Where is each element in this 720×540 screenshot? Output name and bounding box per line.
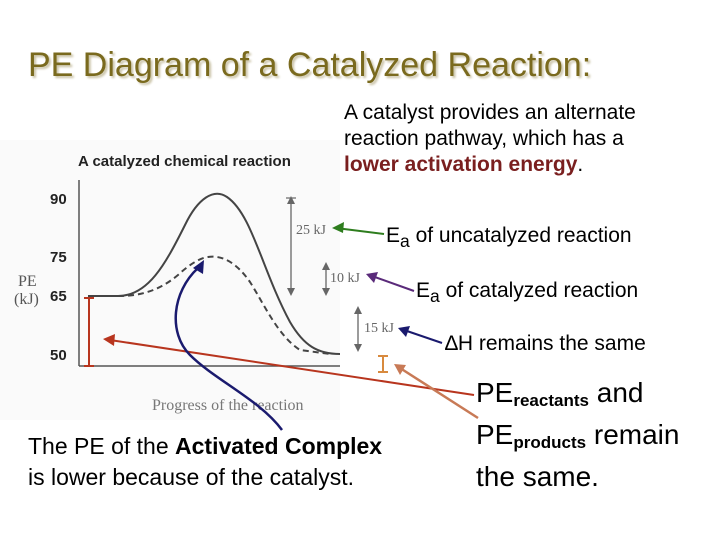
pe-line-2: PEproducts remain bbox=[476, 418, 679, 460]
activated-complex-note: The PE of the Activated Complex is lower… bbox=[28, 431, 382, 493]
dh-rest: H remains the same bbox=[457, 332, 646, 355]
delta-symbol: ∆ bbox=[445, 332, 458, 355]
arrow-products-head bbox=[394, 364, 406, 375]
arrow-dh bbox=[403, 329, 443, 344]
arrow-activated-complex-head bbox=[193, 260, 204, 274]
ea-uncat-e: E bbox=[386, 224, 401, 247]
gap-cat-arrow-top bbox=[322, 262, 330, 270]
ac-line-1: The PE of the Activated Complex bbox=[28, 431, 382, 462]
pe-line-1: PEreactants and bbox=[476, 376, 679, 418]
ea-uncatalyzed-label: Ea of uncatalyzed reaction bbox=[386, 224, 632, 252]
gap-uncat-arrow-bottom bbox=[287, 288, 295, 296]
ac-line-1-bold: Activated Complex bbox=[175, 433, 383, 459]
intro-line-3: lower activation energy. bbox=[344, 152, 636, 178]
intro-end: . bbox=[577, 153, 584, 176]
gap-cat-label: 10 kJ bbox=[330, 271, 361, 286]
y-tick-90: 90 bbox=[50, 191, 67, 208]
x-axis-label: Progress of the reaction bbox=[152, 397, 304, 414]
ea-catalyzed-label: Ea of catalyzed reaction bbox=[416, 279, 638, 307]
pe-reactants-sub: reactants bbox=[513, 391, 589, 410]
y-tick-75: 75 bbox=[50, 249, 67, 266]
arrow-ea-cat-head bbox=[366, 272, 378, 283]
uncatalyzed-curve bbox=[88, 192, 341, 355]
ea-cat-e: E bbox=[416, 279, 431, 302]
ea-cat-sub: a bbox=[430, 286, 440, 307]
page-title: PE Diagram of a Catalyzed Reaction: bbox=[28, 46, 592, 84]
y-axis-label-1: PE bbox=[18, 273, 37, 290]
pe-line-1-post: and bbox=[588, 377, 644, 408]
ea-uncat-rest: of uncatalyzed reaction bbox=[409, 224, 632, 247]
pe-products-pe: PE bbox=[476, 419, 514, 450]
gap-dh-arrow-bottom bbox=[354, 344, 362, 352]
arrow-dh-head bbox=[398, 326, 410, 337]
y-tick-50: 50 bbox=[50, 347, 67, 364]
y-tick-65: 65 bbox=[50, 288, 67, 305]
ac-line-2: is lower because of the catalyst. bbox=[28, 464, 354, 490]
catalyzed-curve bbox=[117, 255, 331, 355]
gap-uncat-label: 25 kJ bbox=[296, 223, 327, 238]
intro-highlight: lower activation energy bbox=[344, 153, 578, 176]
chart-heading: A catalyzed chemical reaction bbox=[78, 153, 291, 170]
intro-text: A catalyst provides an alternate reactio… bbox=[344, 100, 636, 178]
arrow-activated-complex bbox=[174, 267, 284, 431]
intro-line-2: reaction pathway, which has a bbox=[344, 127, 624, 150]
arrow-ea-uncat bbox=[335, 227, 385, 235]
pe-products-sub: products bbox=[513, 433, 587, 452]
pe-reactants-pe: PE bbox=[476, 377, 514, 408]
gap-dh-arrow-top bbox=[354, 306, 362, 314]
gap-cat-arrow-bottom bbox=[322, 288, 330, 296]
dh-label: ∆H remains the same bbox=[445, 332, 646, 356]
arrow-reactants bbox=[109, 339, 475, 396]
ea-uncat-sub: a bbox=[400, 231, 410, 252]
pe-same-note: PEreactants and PEproducts remain the sa… bbox=[476, 376, 679, 494]
arrow-products bbox=[399, 366, 479, 420]
pe-line-3: the same. bbox=[476, 461, 599, 492]
ac-line-1-pre: The PE of the bbox=[28, 433, 176, 459]
ea-cat-rest: of catalyzed reaction bbox=[439, 279, 639, 302]
gap-dh-label: 15 kJ bbox=[364, 321, 395, 336]
arrow-ea-cat bbox=[371, 275, 415, 292]
arrow-reactants-head bbox=[103, 334, 115, 346]
intro-line-1: A catalyst provides an alternate bbox=[344, 101, 636, 124]
gap-uncat-arrow-top bbox=[287, 196, 295, 204]
pe-line-2-post: remain bbox=[586, 419, 680, 450]
y-axis-label-2: (kJ) bbox=[14, 291, 39, 308]
arrow-ea-uncat-head bbox=[332, 222, 344, 233]
